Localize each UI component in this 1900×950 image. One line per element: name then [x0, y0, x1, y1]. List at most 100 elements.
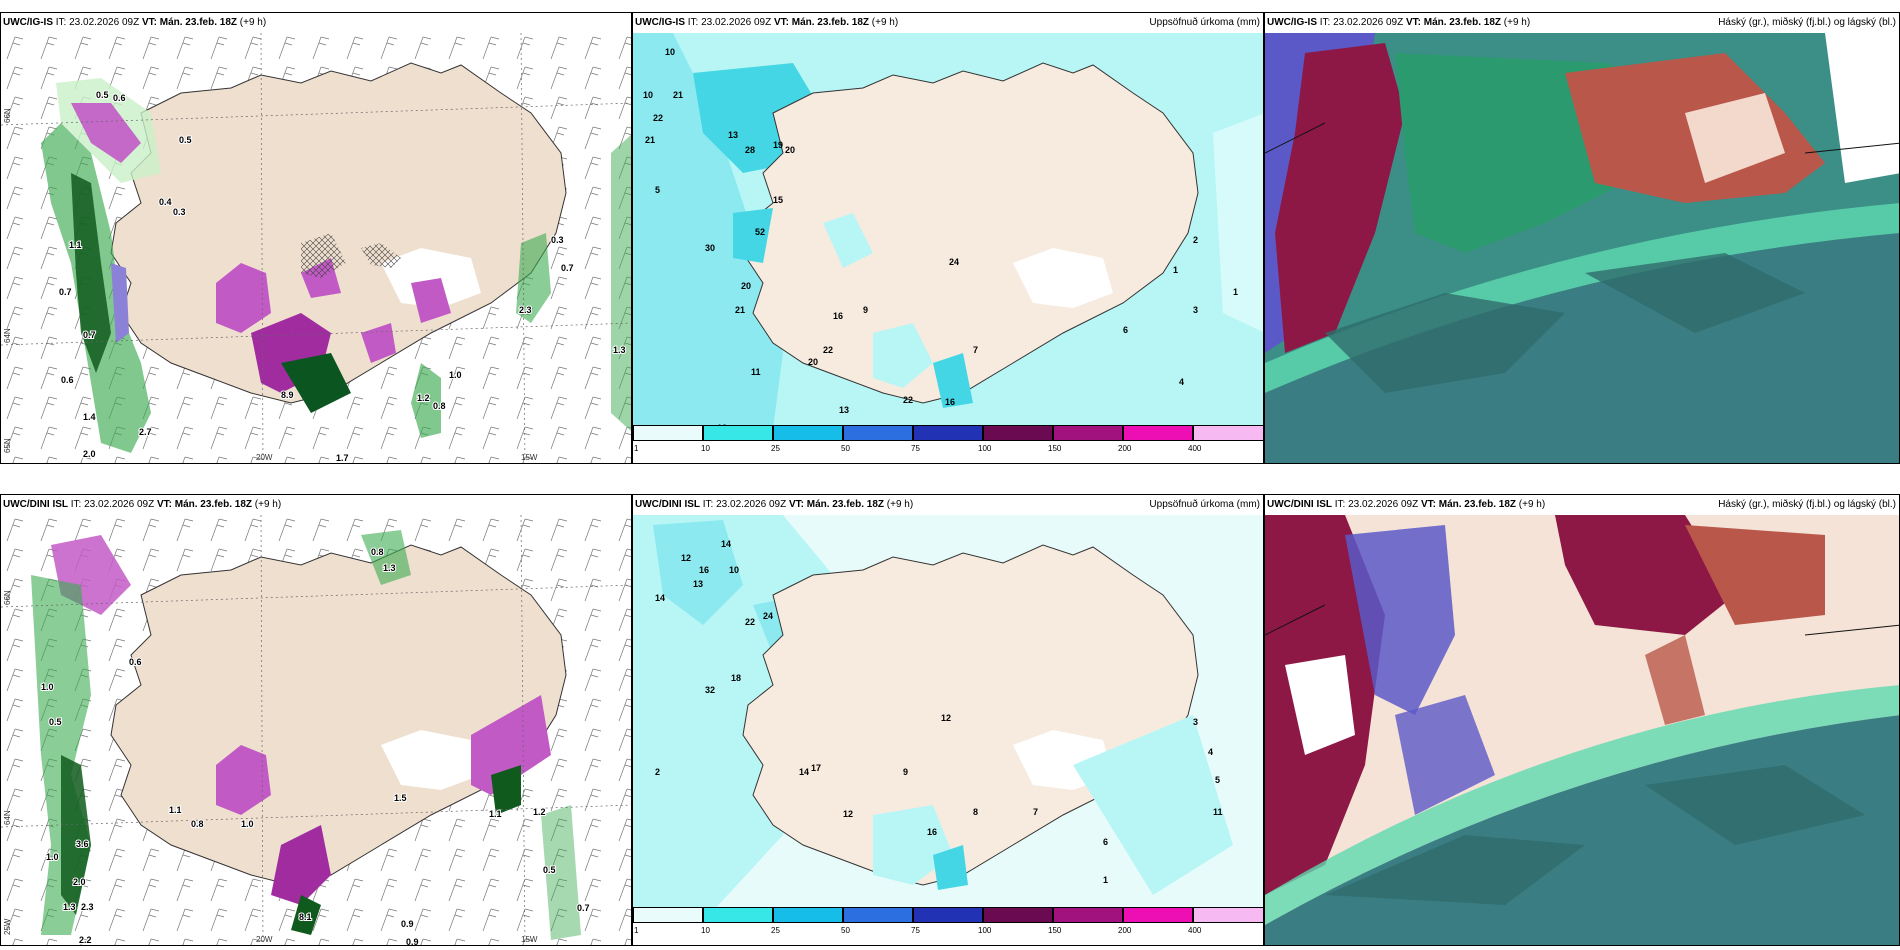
panel-top-right: UWC/IG-IS IT: 23.02.2026 09Z VT: Mán. 23…	[1264, 12, 1900, 464]
wind-label: 2.2	[79, 935, 92, 945]
colorbar-box	[1123, 907, 1193, 923]
panel-top-middle: UWC/IG-IS IT: 23.02.2026 09Z VT: Mán. 23…	[632, 12, 1264, 464]
wind-label: 8.9	[281, 390, 294, 400]
colorbar-box	[1123, 425, 1193, 441]
svg-text:21: 21	[735, 305, 745, 315]
colorbar-box	[773, 907, 843, 923]
svg-text:6: 6	[1123, 325, 1128, 335]
wind-map: 0.8 1.3 0.9 1.0 0.6 0.5 1.1 3.6 1.0 2.0 …	[1, 515, 631, 946]
svg-text:15: 15	[773, 195, 783, 205]
lon-label: 15W	[521, 935, 538, 944]
panel-header: UWC/IG-IS IT: 23.02.2026 09Z VT: Mán. 23…	[635, 17, 899, 28]
svg-text:5: 5	[1215, 775, 1220, 785]
svg-text:16: 16	[833, 311, 843, 321]
precip-map: 10 21 22 21 10 13 28 19 20 15 52 30 20 2…	[633, 33, 1263, 429]
panel-header: UWC/IG-IS IT: 23.02.2026 09Z VT: Mán. 23…	[1267, 17, 1531, 28]
svg-text:24: 24	[949, 257, 959, 267]
svg-text:30: 30	[705, 243, 715, 253]
wind-label: 0.6	[61, 375, 74, 385]
svg-text:4: 4	[1179, 377, 1184, 387]
wind-label: 8.1	[299, 912, 312, 922]
colorbar-label: 1	[634, 926, 639, 935]
wind-label: 2.0	[73, 877, 86, 887]
svg-text:16: 16	[699, 565, 709, 575]
panel-bottom-right: UWC/DINI ISL IT: 23.02.2026 09Z VT: Mán.…	[1264, 494, 1900, 946]
colorbar-label: 1	[634, 444, 639, 453]
colorbar-box	[1193, 907, 1263, 923]
panel-title: Uppsöfnuð úrkoma (mm)	[1149, 17, 1260, 28]
wind-label: 0.8	[191, 819, 204, 829]
svg-text:7: 7	[973, 345, 978, 355]
wind-label: 0.7	[83, 330, 96, 340]
panel-title: Háský (gr.), miðský (fj.bl.) og lágský (…	[1718, 499, 1896, 510]
wind-label: 0.5	[543, 865, 556, 875]
wind-label: 0.8	[433, 401, 446, 411]
wind-label: 0.8	[371, 547, 384, 557]
svg-text:14: 14	[655, 593, 665, 603]
svg-text:22: 22	[903, 395, 913, 405]
panel-bottom-left: UWC/DINI ISL IT: 23.02.2026 09Z VT: Mán.…	[0, 494, 632, 946]
svg-text:9: 9	[903, 767, 908, 777]
colorbar-label: 400	[1188, 926, 1202, 935]
svg-text:20: 20	[741, 281, 751, 291]
wind-label: 1.1	[169, 805, 182, 815]
wind-label: 0.9	[406, 937, 419, 946]
panel-title: Háský (gr.), miðský (fj.bl.) og lágský (…	[1718, 17, 1896, 28]
lat-label: 25W	[3, 918, 12, 935]
lat-label: 64N	[3, 328, 12, 343]
wind-label: 1.0	[41, 682, 54, 692]
wind-label: 1.2	[533, 807, 546, 817]
lat-label: 64N	[3, 810, 12, 825]
colorbar-label: 10	[701, 444, 710, 453]
svg-text:8: 8	[973, 807, 978, 817]
wind-label: 2.7	[139, 427, 152, 437]
wind-label: 1.3	[613, 345, 626, 355]
wind-label: 1.1	[489, 809, 502, 819]
colorbar-label: 50	[841, 444, 850, 453]
panel-header: UWC/DINI ISL IT: 23.02.2026 09Z VT: Mán.…	[635, 499, 914, 510]
svg-text:7: 7	[1033, 807, 1038, 817]
precip-labels: 14 12 16 13 14 10 22 24 18 32 12 17 14 1…	[655, 539, 1223, 885]
colorbar-box	[1053, 425, 1123, 441]
wind-label: 0.6	[113, 93, 126, 103]
wind-label: 1.0	[46, 852, 59, 862]
svg-text:6: 6	[1103, 837, 1108, 847]
panel-title: Uppsöfnuð úrkoma (mm)	[1149, 499, 1260, 510]
svg-text:2: 2	[655, 767, 660, 777]
svg-text:14: 14	[799, 767, 809, 777]
colorbar-box	[913, 425, 983, 441]
svg-text:12: 12	[941, 713, 951, 723]
wind-label: 1.4	[83, 412, 96, 422]
wind-label: 0.5	[179, 135, 192, 145]
svg-text:11: 11	[1213, 807, 1223, 817]
colorbar-box	[1053, 907, 1123, 923]
wind-map: 0.5 0.6 0.5 0.4 0.3 0.7 1.1 0.7 0.6 1.4 …	[1, 33, 631, 463]
wind-label: 2.3	[519, 305, 532, 315]
wind-label: 1.3	[383, 563, 396, 573]
lat-label: 66N	[3, 108, 12, 123]
cloud-map	[1265, 33, 1899, 463]
wind-label: 2.0	[83, 449, 96, 459]
svg-text:21: 21	[645, 135, 655, 145]
colorbar: 1 10 25 50 75 100 150 200 400	[633, 425, 1263, 453]
svg-text:1: 1	[1233, 287, 1238, 297]
cloud-map	[1265, 515, 1899, 945]
wind-label: 0.3	[173, 207, 186, 217]
colorbar-box	[773, 425, 843, 441]
svg-text:22: 22	[823, 345, 833, 355]
svg-text:2: 2	[1193, 235, 1198, 245]
wind-label: 0.4	[159, 197, 172, 207]
svg-text:12: 12	[681, 553, 691, 563]
svg-text:32: 32	[705, 685, 715, 695]
svg-text:9: 9	[863, 305, 868, 315]
colorbar-box	[703, 907, 773, 923]
wind-label: 1.0	[241, 819, 254, 829]
wind-label: 1.1	[69, 240, 82, 250]
lon-label: 20W	[256, 453, 273, 462]
panel-top-left: UWC/IG-IS IT: 23.02.2026 09Z VT: Mán. 23…	[0, 12, 632, 464]
colorbar-label: 200	[1118, 444, 1132, 453]
colorbar-box	[843, 425, 913, 441]
lon-label: 20W	[256, 935, 273, 944]
lon-label: 15W	[521, 453, 538, 462]
svg-text:11: 11	[751, 367, 761, 377]
